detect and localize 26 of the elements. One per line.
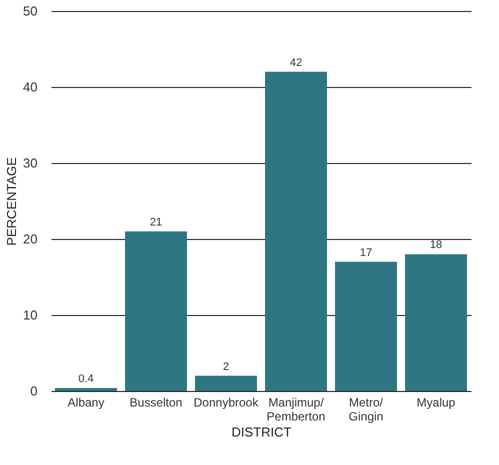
bar: [55, 388, 117, 391]
y-tick-label: 10: [23, 308, 38, 322]
x-tick-label: Busselton: [130, 396, 182, 410]
bar: [125, 231, 187, 391]
x-tick-label: Myalup: [416, 396, 456, 410]
x-axis-title: DISTRICT: [232, 424, 292, 440]
y-tick-label: 0: [30, 384, 38, 398]
x-tick-label: Metro/ Gingin: [348, 396, 384, 424]
bar: [265, 72, 327, 391]
y-tick-label: 20: [23, 232, 38, 246]
bar: [405, 254, 467, 391]
x-tick-label: Manjimup/ Pemberton: [266, 396, 326, 424]
data-label: 2: [222, 360, 230, 373]
y-tick-label: 30: [23, 156, 38, 170]
bar: [195, 376, 257, 391]
data-label: 42: [290, 56, 302, 69]
x-tick-label: Albany: [68, 396, 104, 410]
data-label: 18: [430, 239, 442, 252]
y-tick-label: 40: [23, 80, 38, 94]
data-label: 0.4: [78, 372, 94, 385]
y-tick-label: 50: [23, 4, 38, 18]
bar: [335, 262, 397, 391]
data-label: 17: [360, 246, 372, 259]
y-axis-title: PERCENTAGE: [4, 156, 20, 246]
data-label: 21: [150, 216, 162, 228]
x-tick-label: Donnybrook: [194, 396, 260, 410]
